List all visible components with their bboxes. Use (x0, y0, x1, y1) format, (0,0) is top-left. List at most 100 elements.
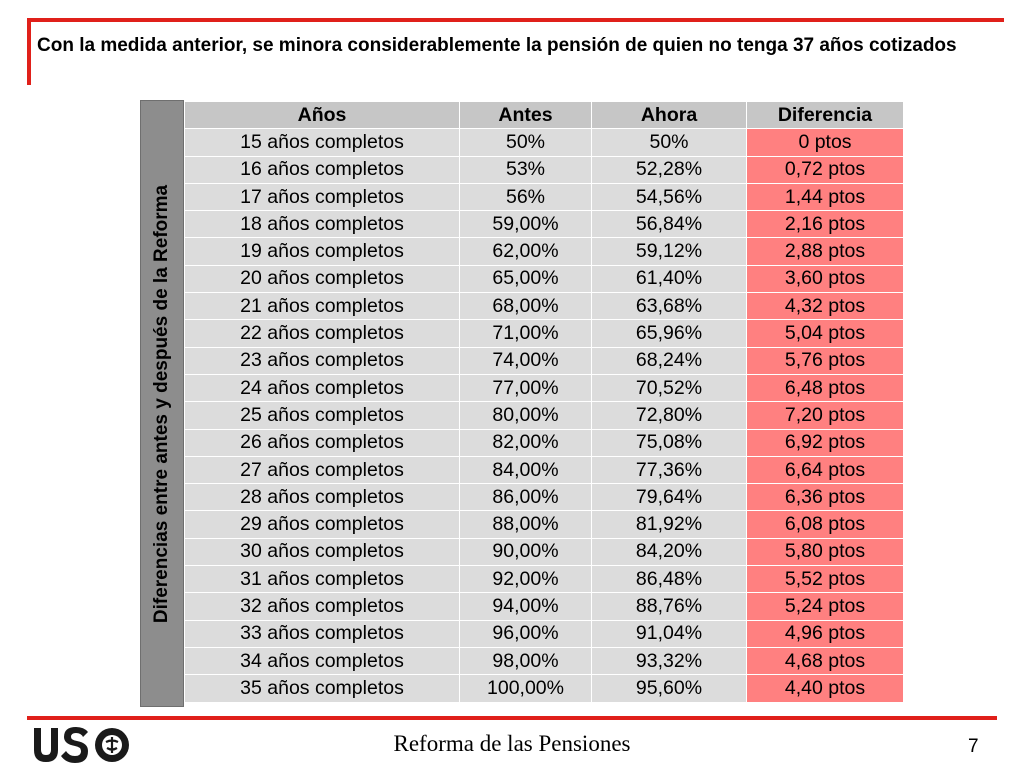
cell-diferencia: 7,20 ptos (746, 401, 904, 430)
cell-ahora: 52,28% (591, 155, 747, 184)
cell-ahora: 84,20% (591, 537, 747, 567)
cell-anos: 21 años completos (184, 292, 460, 321)
table-row: 24 años completos 77,00% 70,52% 6,48 ptos (184, 373, 904, 403)
cell-diferencia: 6,64 ptos (746, 455, 904, 485)
cell-ahora: 93,32% (591, 646, 747, 676)
table-row: 25 años completos 80,00% 72,80% 7,20 ptos (184, 401, 904, 430)
cell-antes: 92,00% (459, 565, 592, 594)
pension-table: Años Antes Ahora Diferencia 15 años comp… (184, 100, 904, 703)
cell-ahora: 91,04% (591, 619, 747, 648)
cell-diferencia: 1,44 ptos (746, 182, 904, 212)
bottom-red-rule (27, 716, 997, 720)
table-row: 20 años completos 65,00% 61,40% 3,60 ptos (184, 264, 904, 294)
cell-diferencia: 5,52 ptos (746, 565, 904, 594)
cell-anos: 20 años completos (184, 264, 460, 294)
cell-antes: 98,00% (459, 646, 592, 676)
cell-anos: 16 años completos (184, 155, 460, 184)
table-row: 32 años completos 94,00% 88,76% 5,24 ptos (184, 592, 904, 621)
cell-ahora: 79,64% (591, 483, 747, 512)
table-row: 15 años completos 50% 50% 0 ptos (184, 128, 904, 157)
cell-antes: 77,00% (459, 373, 592, 403)
cell-ahora: 86,48% (591, 565, 747, 594)
cell-anos: 30 años completos (184, 537, 460, 567)
cell-antes: 71,00% (459, 319, 592, 348)
cell-anos: 19 años completos (184, 237, 460, 266)
table-row: 16 años completos 53% 52,28% 0,72 ptos (184, 155, 904, 184)
table-row: 22 años completos 71,00% 65,96% 5,04 ptos (184, 319, 904, 348)
cell-anos: 25 años completos (184, 401, 460, 430)
cell-antes: 94,00% (459, 592, 592, 621)
table-body: 15 años completos 50% 50% 0 ptos 16 años com… (184, 128, 904, 703)
cell-ahora: 63,68% (591, 292, 747, 321)
cell-anos: 35 años completos (184, 674, 460, 703)
cell-ahora: 81,92% (591, 510, 747, 539)
cell-anos: 27 años completos (184, 455, 460, 485)
cell-diferencia: 4,96 ptos (746, 619, 904, 648)
cell-diferencia: 2,16 ptos (746, 210, 904, 239)
cell-anos: 34 años completos (184, 646, 460, 676)
cell-ahora: 65,96% (591, 319, 747, 348)
cell-ahora: 88,76% (591, 592, 747, 621)
page-number: 7 (968, 736, 979, 757)
header-antes: Antes (459, 100, 592, 130)
cell-antes: 56% (459, 182, 592, 212)
cell-ahora: 54,56% (591, 182, 747, 212)
cell-anos: 31 años completos (184, 565, 460, 594)
table-row: 35 años completos 100,00% 95,60% 4,40 ptos (184, 674, 904, 703)
table-row: 29 años completos 88,00% 81,92% 6,08 ptos (184, 510, 904, 539)
cell-anos: 18 años completos (184, 210, 460, 239)
cell-diferencia: 0,72 ptos (746, 155, 904, 184)
cell-antes: 84,00% (459, 455, 592, 485)
cell-diferencia: 5,80 ptos (746, 537, 904, 567)
table-row: 27 años completos 84,00% 77,36% 6,64 ptos (184, 455, 904, 485)
cell-ahora: 95,60% (591, 674, 747, 703)
cell-diferencia: 0 ptos (746, 128, 904, 157)
table-row: 34 años completos 98,00% 93,32% 4,68 ptos (184, 646, 904, 676)
cell-ahora: 61,40% (591, 264, 747, 294)
side-label: Diferencias entre antes y después de la … (151, 184, 172, 623)
cell-ahora: 59,12% (591, 237, 747, 266)
cell-diferencia: 6,48 ptos (746, 373, 904, 403)
cell-antes: 82,00% (459, 428, 592, 457)
cell-antes: 80,00% (459, 401, 592, 430)
cell-diferencia: 6,08 ptos (746, 510, 904, 539)
table-row: 31 años completos 92,00% 86,48% 5,52 ptos (184, 565, 904, 594)
table-row: 18 años completos 59,00% 56,84% 2,16 ptos (184, 210, 904, 239)
left-red-rule (27, 18, 31, 85)
table-header-row: Años Antes Ahora Diferencia (184, 100, 904, 130)
cell-diferencia: 4,68 ptos (746, 646, 904, 676)
cell-anos: 17 años completos (184, 182, 460, 212)
cell-anos: 26 años completos (184, 428, 460, 457)
table-row: 21 años completos 68,00% 63,68% 4,32 ptos (184, 292, 904, 321)
cell-anos: 22 años completos (184, 319, 460, 348)
cell-anos: 15 años completos (184, 128, 460, 157)
cell-antes: 74,00% (459, 346, 592, 375)
table-row: 17 años completos 56% 54,56% 1,44 ptos (184, 182, 904, 212)
table-row: 19 años completos 62,00% 59,12% 2,88 ptos (184, 237, 904, 266)
cell-ahora: 70,52% (591, 373, 747, 403)
cell-diferencia: 4,32 ptos (746, 292, 904, 321)
cell-antes: 68,00% (459, 292, 592, 321)
cell-diferencia: 5,04 ptos (746, 319, 904, 348)
side-label-bar: Diferencias entre antes y después de la … (140, 100, 184, 707)
header-anos: Años (184, 100, 460, 130)
cell-ahora: 56,84% (591, 210, 747, 239)
cell-diferencia: 5,24 ptos (746, 592, 904, 621)
cell-anos: 23 años completos (184, 346, 460, 375)
uso-logo (34, 727, 129, 763)
cell-diferencia: 6,36 ptos (746, 483, 904, 512)
cell-diferencia: 6,92 ptos (746, 428, 904, 457)
cell-antes: 50% (459, 128, 592, 157)
cell-antes: 86,00% (459, 483, 592, 512)
header-ahora: Ahora (591, 100, 747, 130)
slide-title: Con la medida anterior, se minora consid… (37, 35, 957, 56)
cell-antes: 65,00% (459, 264, 592, 294)
footer-title: Reforma de las Pensiones (393, 731, 631, 756)
cell-ahora: 68,24% (591, 346, 747, 375)
cell-anos: 32 años completos (184, 592, 460, 621)
table-row: 23 años completos 74,00% 68,24% 5,76 ptos (184, 346, 904, 375)
cell-antes: 62,00% (459, 237, 592, 266)
cell-antes: 100,00% (459, 674, 592, 703)
table-row: 30 años completos 90,00% 84,20% 5,80 ptos (184, 537, 904, 567)
cell-diferencia: 2,88 ptos (746, 237, 904, 266)
